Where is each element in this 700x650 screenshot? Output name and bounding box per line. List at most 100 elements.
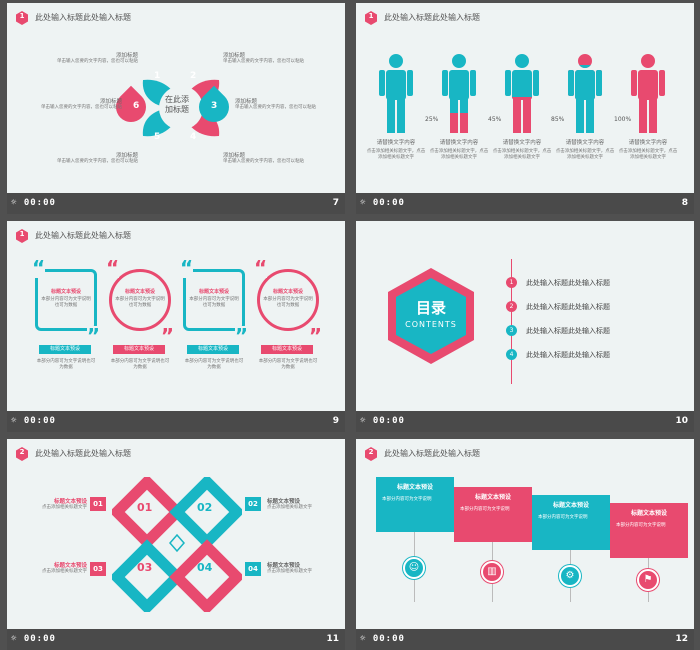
slide-badge-number: 1: [368, 12, 374, 20]
knot-label-01: 01: [137, 501, 153, 514]
person-figure: [376, 53, 416, 133]
knot-label-04: 04: [197, 561, 213, 574]
toc-item[interactable]: 2 此处输入标题此处输入标题: [506, 301, 686, 315]
toc-label: 此处输入标题此处输入标题: [526, 303, 610, 311]
text-item-6: 添加标题 单击输入您要的文字内容，您也可以粘贴: [41, 99, 122, 110]
person-percent: 100%: [614, 116, 632, 123]
quote-close-icon: ”: [308, 324, 322, 348]
slide-number: 10: [675, 416, 688, 426]
slide-number: 9: [332, 416, 339, 426]
toc-item[interactable]: 1 此处输入标题此处输入标题: [506, 277, 686, 291]
quote-open-icon: “: [180, 256, 194, 280]
person-figure: [439, 53, 479, 133]
text-item-4: 添加标题 单击输入您要的文字内容，您也可以粘贴: [223, 153, 304, 164]
item-box-03: 03: [90, 562, 106, 576]
person-caption: 请替换文字内容 点击添加相关标题文字，点击添加相关标题文字: [618, 140, 678, 160]
slide-time: ☼ 00:00: [360, 198, 405, 208]
slide-canvas: 1 此处输入标题此处输入标题 请替换文字内容 点击添加相关标题文字，点击添加相关标…: [356, 3, 694, 193]
slide-canvas: 1 此处输入标题此处输入标题 “ ” 标题文本预设 本部分内容可为文字说明也可为…: [7, 221, 345, 411]
quote-card: “ ” 标题文本预设 本部分内容可为文字说明也可为数据: [254, 256, 322, 348]
person-percent: 25%: [425, 116, 439, 123]
card-label-button[interactable]: 标题文本预设: [187, 345, 239, 354]
step-panel: 标题文本预设 本部分内容可为文字说明: [376, 477, 454, 532]
contents-title: 目录: [415, 299, 446, 317]
toc-number: 3: [506, 325, 517, 336]
text-item-1: 添加标题 单击输入您要的文字内容，您也可以粘贴: [57, 53, 138, 64]
slide-11[interactable]: 2 此处输入标题此处输入标题 01 02 03 04 01 03 02 04 标…: [7, 439, 345, 650]
toc-item[interactable]: 3 此处输入标题此处输入标题: [506, 325, 686, 339]
slide-footer: ☼ 00:00 12: [356, 629, 694, 650]
toc-number: 4: [506, 349, 517, 360]
item-box-04: 04: [245, 562, 261, 576]
petal-label-5: 5: [154, 132, 161, 142]
slide-number: 11: [326, 634, 339, 644]
quote-open-icon: “: [254, 256, 268, 280]
slide-title: 此处输入标题此处输入标题: [35, 231, 131, 240]
hexagon-badge-icon: [365, 447, 377, 461]
toc-number: 1: [506, 277, 517, 288]
toc-number: 2: [506, 301, 517, 312]
slide-number: 7: [332, 198, 339, 208]
petal-label-6: 6: [133, 101, 140, 111]
card-label-button[interactable]: 标题文本预设: [39, 345, 91, 354]
petal-label-1: 1: [154, 71, 161, 81]
slide-badge-number: 2: [368, 448, 374, 456]
person-caption: 请替换文字内容 点击添加相关标题文字，点击添加相关标题文字: [366, 140, 426, 160]
slide-number: 8: [681, 198, 688, 208]
card-label-button[interactable]: 标题文本预设: [113, 345, 165, 354]
chart-icon: ▥: [481, 561, 503, 583]
step-panel: 标题文本预设 本部分内容可为文字说明: [610, 503, 688, 558]
slide-badge-number: 1: [19, 12, 25, 20]
quote-card: “ ” 标题文本预设 本部分内容可为文字说明也可为数据: [106, 256, 174, 348]
slide-12[interactable]: 2 此处输入标题此处输入标题 标题文本预设 本部分内容可为文字说明 ☺ 标题文本预设…: [356, 439, 694, 650]
person-figure: [565, 53, 605, 133]
diamond-knot-diagram: [112, 477, 242, 612]
quote-close-icon: ”: [234, 324, 248, 348]
petal-label-2: 2: [190, 71, 197, 81]
hexagon-badge-icon: [16, 11, 28, 25]
quote-open-icon: “: [32, 256, 46, 280]
slide-footer: ☼ 00:00 7: [7, 193, 345, 214]
flower-center-title: 在此添 加标题: [165, 95, 189, 114]
slide-title: 此处输入标题此处输入标题: [35, 13, 131, 22]
slide-canvas: 1 此处输入标题此处输入标题 1 2 3 4 5 6: [7, 3, 345, 193]
contents-subtitle: CONTENTS: [405, 320, 457, 329]
gear-icon: ⚙: [559, 565, 581, 587]
slide-canvas: 2 此处输入标题此处输入标题 01 02 03 04 01 03 02 04 标…: [7, 439, 345, 629]
slide-7[interactable]: 1 此处输入标题此处输入标题 1 2 3 4 5 6: [7, 3, 345, 214]
knot-label-03: 03: [137, 561, 153, 574]
person-figure: [628, 53, 668, 133]
knot-label-02: 02: [197, 501, 213, 514]
slide-badge-number: 2: [19, 448, 25, 456]
slide-title: 此处输入标题此处输入标题: [384, 449, 480, 458]
hexagon-badge-icon: [16, 447, 28, 461]
text-item-2: 添加标题 单击输入您要的文字内容，您也可以粘贴: [223, 53, 304, 64]
toc-line: [511, 259, 512, 384]
card-body: 本部分内容可为文字说明也可为数据: [184, 359, 244, 370]
slide-canvas: 目录 CONTENTS 1 此处输入标题此处输入标题 2 此处输入标题此处输入标题…: [356, 221, 694, 411]
slide-9[interactable]: 1 此处输入标题此处输入标题 “ ” 标题文本预设 本部分内容可为文字说明也可为…: [7, 221, 345, 432]
step-panel: 标题文本预设 本部分内容可为文字说明: [532, 495, 610, 550]
petal-label-4: 4: [190, 132, 197, 142]
slide-8[interactable]: 1 此处输入标题此处输入标题 请替换文字内容 点击添加相关标题文字，点击添加相关标…: [356, 3, 694, 214]
slide-footer: ☼ 00:00 8: [356, 193, 694, 214]
card-body: 本部分内容可为文字说明也可为数据: [110, 359, 170, 370]
person-caption: 请替换文字内容 点击添加相关标题文字，点击添加相关标题文字: [555, 140, 615, 160]
slide-10[interactable]: 目录 CONTENTS 1 此处输入标题此处输入标题 2 此处输入标题此处输入标题…: [356, 221, 694, 432]
text-item-02: 标题文本预设 点击添加相关标题文字: [267, 499, 312, 510]
toc-label: 此处输入标题此处输入标题: [526, 279, 610, 287]
person-caption: 请替换文字内容 点击添加相关标题文字，点击添加相关标题文字: [492, 140, 552, 160]
slide-canvas: 2 此处输入标题此处输入标题 标题文本预设 本部分内容可为文字说明 ☺ 标题文本预设…: [356, 439, 694, 629]
card-label-button[interactable]: 标题文本预设: [261, 345, 313, 354]
person-icon: ☺: [403, 557, 425, 579]
item-box-02: 02: [245, 497, 261, 511]
flag-icon: ⚑: [637, 569, 659, 591]
slide-time: ☼ 00:00: [360, 416, 405, 426]
person-caption: 请替换文字内容 点击添加相关标题文字，点击添加相关标题文字: [429, 140, 489, 160]
hexagon-badge-icon: [365, 11, 377, 25]
slide-footer: ☼ 00:00 10: [356, 411, 694, 432]
toc-item[interactable]: 4 此处输入标题此处输入标题: [506, 349, 686, 363]
toc-label: 此处输入标题此处输入标题: [526, 327, 610, 335]
slide-footer: ☼ 00:00 9: [7, 411, 345, 432]
